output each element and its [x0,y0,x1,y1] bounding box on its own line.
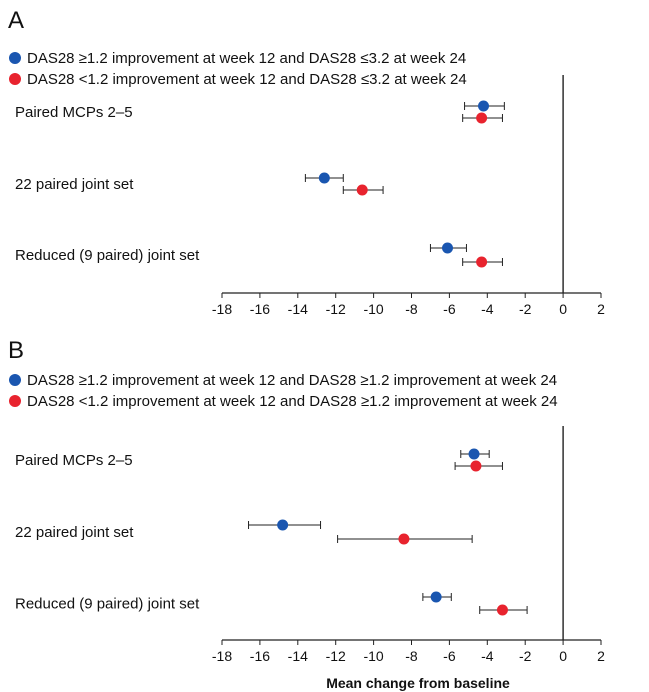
panel-a-x-tick-label: -18 [212,301,232,317]
panel-b-x-tick-label: -14 [288,648,308,664]
panel-a-x-tick-label: -16 [250,301,270,317]
panel-a-blue-point [478,100,490,112]
panel-b-x-tick-label: -8 [405,648,418,664]
panel-a-red-point [476,112,488,124]
panel-a-blue-point [442,242,454,254]
panel-a-blue-point [318,172,330,184]
panel-b-blue-point [277,519,289,531]
panel-a-x-tick-label: -10 [363,301,383,317]
panel-a-x-tick-label: -4 [481,301,494,317]
panel-b-x-tick-label: 2 [597,648,605,664]
panel-b-letter: B [8,337,24,364]
panel-b-red-point [398,533,410,545]
panel-a-category-label: Paired MCPs 2–5 [15,104,133,121]
panel-a-x-tick-label: -6 [443,301,456,317]
panel-b-blue-point [468,448,480,460]
panel-b-category-label: Reduced (9 paired) joint set [15,596,200,613]
panel-a-red-point [476,256,488,268]
legend-b-red-label: DAS28 <1.2 improvement at week 12 and DA… [27,393,558,410]
legend-a-red-marker [9,73,21,85]
x-axis-title: Mean change from baseline [326,675,510,691]
panel-a-x-tick-label: -8 [405,301,418,317]
panel-b-x-tick-label: -2 [519,648,532,664]
legend-a-blue-label: DAS28 ≥1.2 improvement at week 12 and DA… [27,50,466,67]
panel-a-x-tick-label: 2 [597,301,605,317]
panel-b-category-label: 22 paired joint set [15,524,134,541]
panel-b-x-tick-label: -12 [326,648,346,664]
legend-b-blue-label: DAS28 ≥1.2 improvement at week 12 and DA… [27,372,557,389]
legend-a-red-label: DAS28 <1.2 improvement at week 12 and DA… [27,71,467,88]
panel-a-category-label: Reduced (9 paired) joint set [15,247,200,264]
panel-a-letter: A [8,7,24,34]
panel-b-category-label: Paired MCPs 2–5 [15,452,133,469]
legend-a-blue-marker [9,52,21,64]
panel-a-category-label: 22 paired joint set [15,176,134,193]
legend-b-blue-marker [9,374,21,386]
panel-b-x-tick-label: -16 [250,648,270,664]
panel-a-x-tick-label: -14 [288,301,308,317]
panel-b-blue-point [430,591,442,603]
panel-b-x-tick-label: -6 [443,648,456,664]
panel-b-red-point [470,460,482,472]
panel-b-x-tick-label: -10 [363,648,383,664]
panel-b-red-point [496,604,508,616]
panel-b-x-tick-label: -4 [481,648,494,664]
panel-b-x-tick-label: 0 [559,648,567,664]
legend-b-red-marker [9,395,21,407]
panel-b-x-tick-label: -18 [212,648,232,664]
panel-a-x-tick-label: 0 [559,301,567,317]
panel-a-x-tick-label: -12 [326,301,346,317]
panel-a-x-tick-label: -2 [519,301,532,317]
panel-a-red-point [356,184,368,196]
